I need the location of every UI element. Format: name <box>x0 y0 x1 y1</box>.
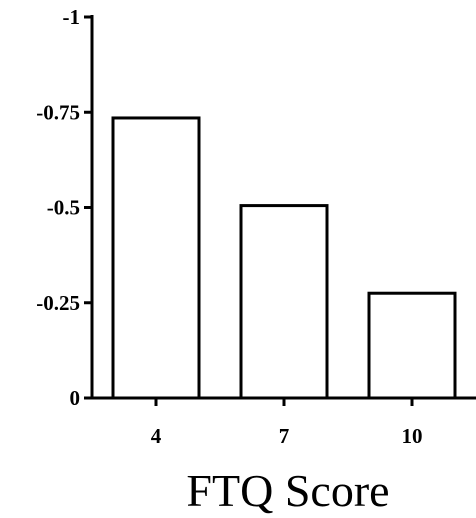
x-tick-label: 4 <box>151 424 162 448</box>
x-axis-title: FTQ Score <box>186 465 389 516</box>
y-tick-label: -1 <box>63 5 81 29</box>
y-tick-label: -0.75 <box>36 100 80 124</box>
bar-7 <box>239 204 329 400</box>
x-ticks-group: 4 7 10 <box>151 398 423 448</box>
y-tick-label: -0.5 <box>47 196 80 220</box>
bar-10 <box>367 291 457 400</box>
y-tick-label: 0 <box>70 386 81 410</box>
x-tick-label: 7 <box>279 424 290 448</box>
bars-group <box>111 116 457 400</box>
bar-4 <box>111 116 201 400</box>
x-tick-label: 10 <box>402 424 423 448</box>
y-tick-label: -0.25 <box>36 291 80 315</box>
y-ticks-group: 0 -0.25 -0.5 -0.75 -1 <box>36 5 92 410</box>
